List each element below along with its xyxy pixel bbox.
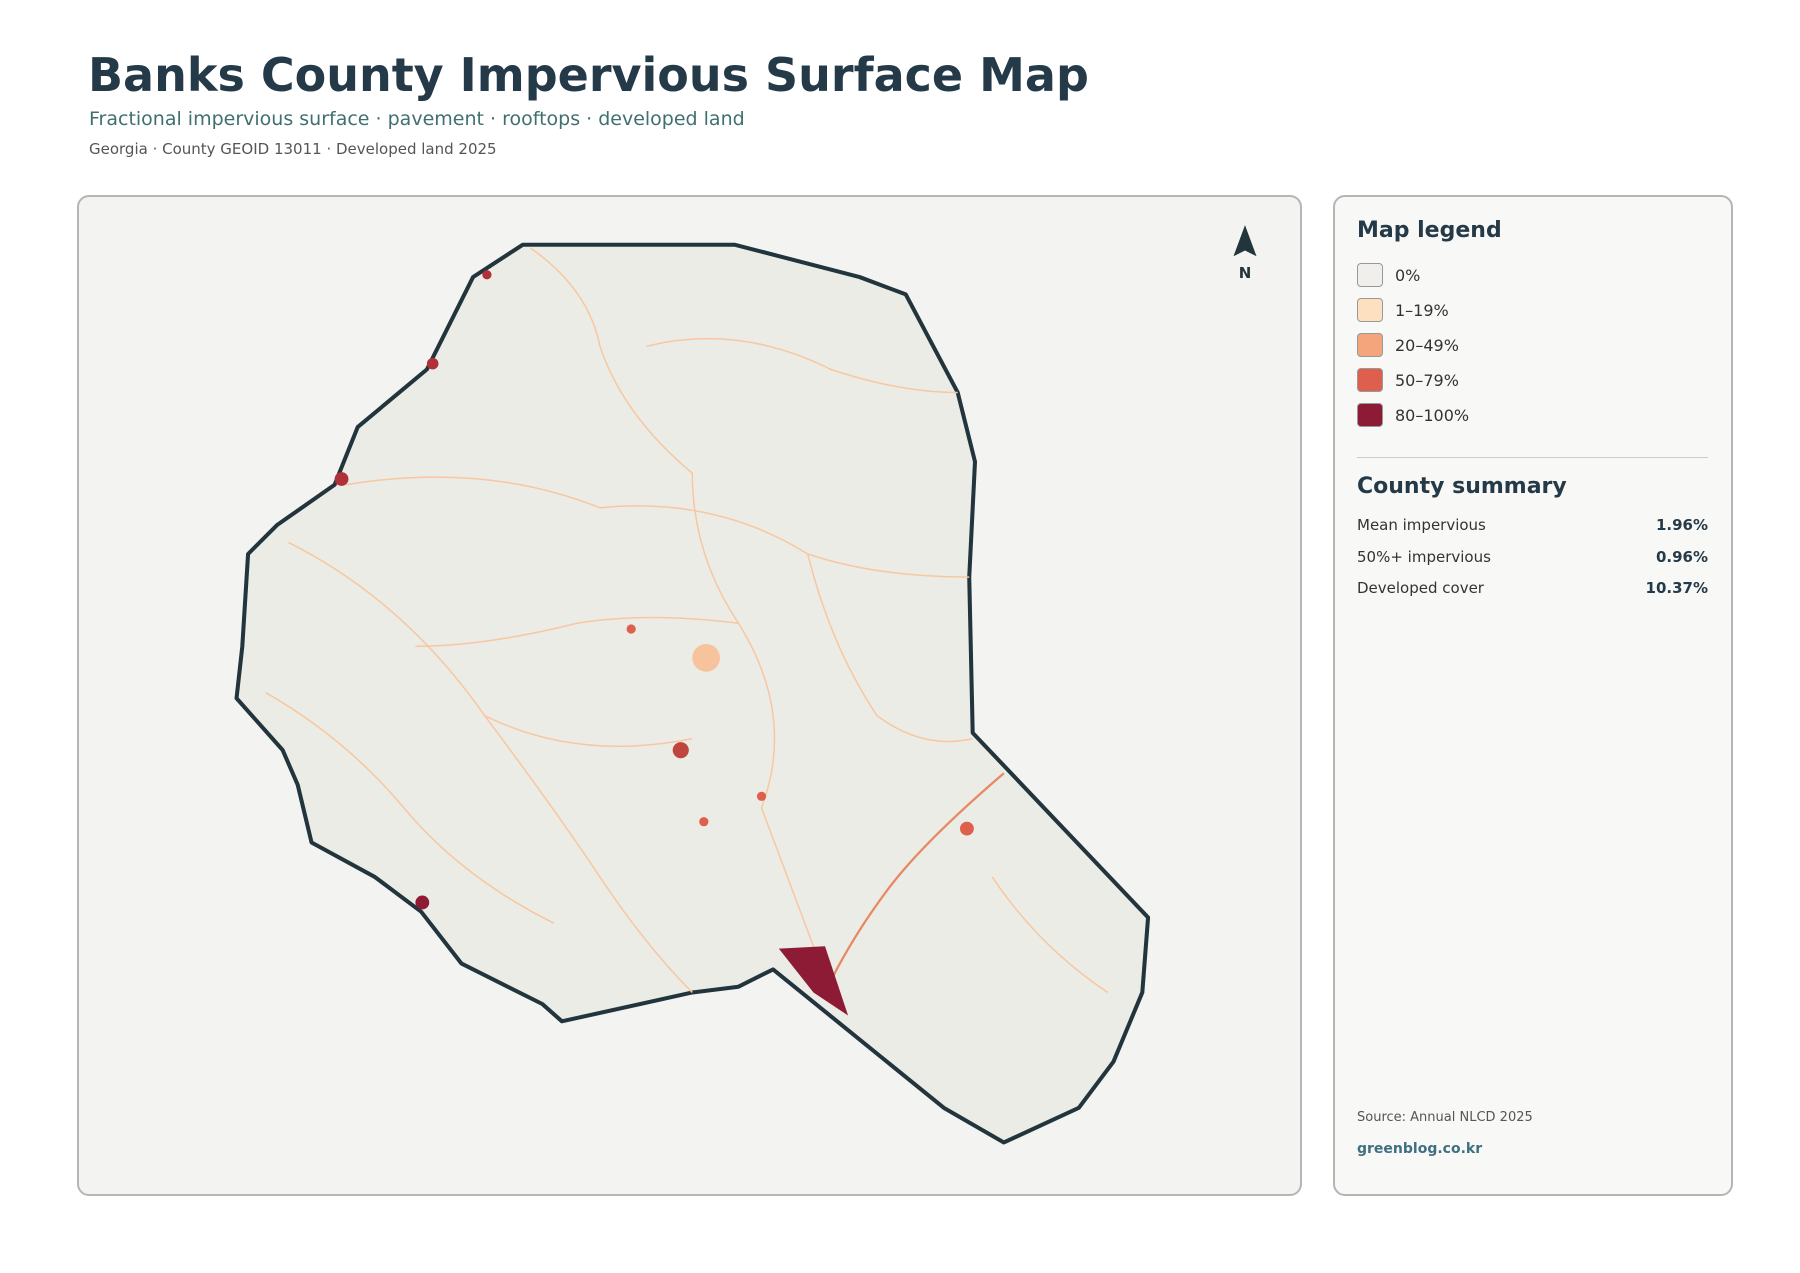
legend-label: 20–49% xyxy=(1395,335,1459,355)
north-arrow xyxy=(1233,225,1257,257)
side-panel xyxy=(1333,195,1733,1196)
roads xyxy=(265,247,1109,994)
legend-swatch xyxy=(1357,403,1383,427)
summary-row: Developed cover 10.37% xyxy=(1357,579,1708,597)
legend-item: 80–100% xyxy=(1357,402,1469,428)
legend-item: 0% xyxy=(1357,262,1420,288)
legend-swatch xyxy=(1357,298,1383,322)
summary-row: Mean impervious 1.96% xyxy=(1357,516,1708,534)
summary-label: Mean impervious xyxy=(1357,516,1486,534)
site: greenblog.co.kr xyxy=(1357,1141,1483,1157)
meta: Georgia · County GEOID 13011 · Developed… xyxy=(89,140,497,158)
legend-label: 0% xyxy=(1395,265,1421,285)
summary-value: 1.96% xyxy=(1655,516,1708,534)
legend-swatch xyxy=(1357,368,1383,392)
summary-label: Developed cover xyxy=(1357,579,1484,597)
legend-item: 20–49% xyxy=(1357,332,1459,358)
summary-label: 50%+ impervious xyxy=(1357,547,1491,566)
source: Source: Annual NLCD 2025 xyxy=(1357,1110,1533,1125)
north-label: N xyxy=(1239,264,1252,282)
divider xyxy=(1357,457,1708,458)
legend-item: 1–19% xyxy=(1357,297,1449,323)
legend-swatch xyxy=(1357,263,1383,287)
legend-item: 50–79% xyxy=(1357,367,1459,393)
legend-label: 80–100% xyxy=(1395,405,1470,425)
legend-label: 50–79% xyxy=(1395,370,1459,390)
legend-label: 1–19% xyxy=(1395,300,1449,320)
summary-row: 50%+ impervious 0.96% xyxy=(1357,548,1708,566)
legend-swatch xyxy=(1357,333,1383,357)
urban-areas xyxy=(334,270,974,1016)
summary-value: 0.96% xyxy=(1655,547,1708,566)
summary-value: 10.37% xyxy=(1645,579,1708,597)
summary-title: County summary xyxy=(1357,474,1567,499)
legend-title: Map legend xyxy=(1357,218,1502,243)
title: Banks County Impervious Surface Map xyxy=(88,48,1089,102)
county xyxy=(234,242,1151,1145)
subtitle: Fractional impervious surface · pavement… xyxy=(89,108,745,130)
